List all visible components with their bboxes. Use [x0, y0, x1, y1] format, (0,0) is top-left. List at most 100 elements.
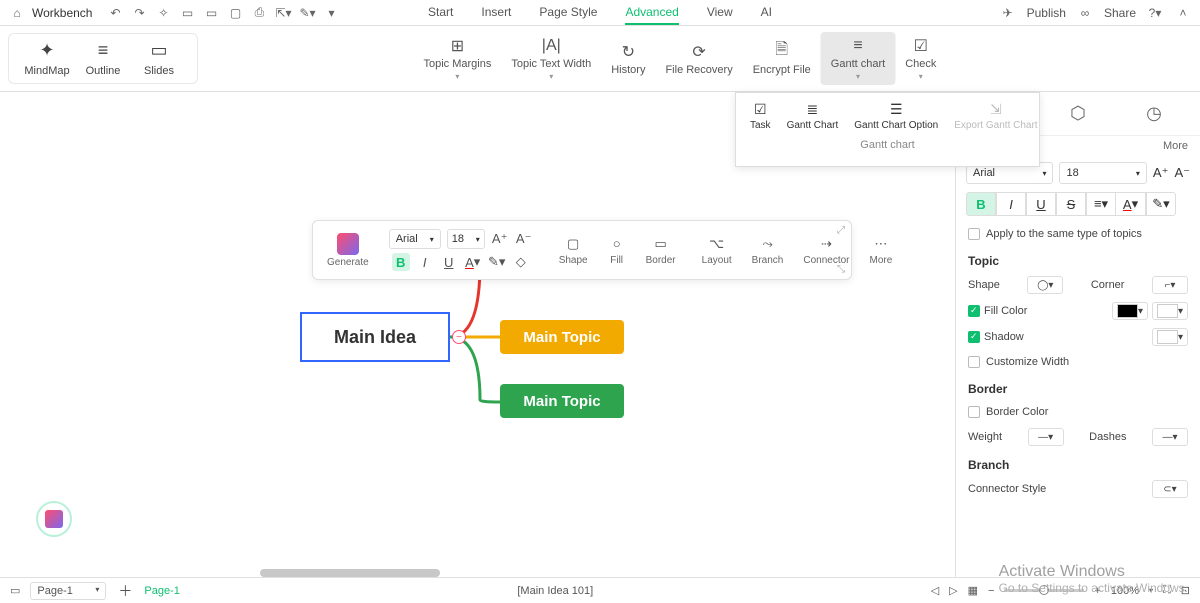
- rp-clock-icon[interactable]: ◷: [1146, 103, 1162, 124]
- print-icon[interactable]: ⎙: [250, 4, 268, 22]
- font-increase-icon[interactable]: A⁺: [491, 230, 509, 248]
- tab-ai[interactable]: AI: [761, 1, 772, 25]
- ft-branch[interactable]: ⤳Branch: [746, 235, 790, 266]
- rp-apply-checkbox[interactable]: [968, 228, 980, 240]
- gantt-task[interactable]: ☑Task: [744, 99, 777, 133]
- float-expand-icon[interactable]: ⤢: [837, 225, 845, 236]
- ft-layout[interactable]: ⌥Layout: [696, 235, 738, 266]
- tab-insert[interactable]: Insert: [481, 1, 511, 25]
- topic-node-2[interactable]: Main Topic: [500, 320, 624, 354]
- folder-icon[interactable]: ▭: [202, 4, 220, 22]
- sb-zoom-value[interactable]: 100%: [1111, 585, 1139, 597]
- rp-italic[interactable]: I: [996, 192, 1026, 216]
- tool-check[interactable]: ☑Check▾: [895, 32, 946, 85]
- float-collapse-icon[interactable]: ⤡: [837, 264, 845, 275]
- ft-border[interactable]: ▭Border: [640, 235, 682, 266]
- sb-add-page[interactable]: ＋: [116, 582, 134, 600]
- rp-customwidth-check[interactable]: [968, 356, 980, 368]
- share-label[interactable]: Share: [1104, 6, 1136, 20]
- rp-font-increase[interactable]: A⁺: [1153, 165, 1169, 181]
- rp-fillcolor-1[interactable]: ▾: [1112, 302, 1148, 320]
- collapse-handle[interactable]: −: [452, 330, 466, 344]
- sb-zoom-out[interactable]: −: [988, 585, 994, 597]
- redo-icon[interactable]: ↷: [130, 4, 148, 22]
- rp-connector-select[interactable]: ⊂▾: [1152, 480, 1188, 498]
- sb-nav-prev[interactable]: ◁: [931, 584, 939, 597]
- sb-fullscreen-icon[interactable]: ⛶: [1163, 584, 1171, 597]
- rp-underline[interactable]: U: [1026, 192, 1056, 216]
- font-decrease-icon[interactable]: A⁻: [515, 230, 533, 248]
- tab-view[interactable]: View: [707, 1, 733, 25]
- rp-align[interactable]: ≡▾: [1086, 192, 1116, 216]
- rp-weight-select[interactable]: —▾: [1028, 428, 1064, 446]
- tab-advanced[interactable]: Advanced: [625, 1, 678, 25]
- save-icon[interactable]: ▢: [226, 4, 244, 22]
- rp-fillcolor-check[interactable]: [968, 305, 980, 317]
- ai-bubble[interactable]: [36, 501, 72, 537]
- italic-button[interactable]: I: [416, 253, 434, 271]
- collapse-ribbon-icon[interactable]: ˄: [1174, 4, 1192, 22]
- undo-icon[interactable]: ↶: [106, 4, 124, 22]
- rp-size-select[interactable]: 18▾: [1059, 162, 1146, 184]
- gantt-chart-option[interactable]: ☰Gantt Chart Option: [848, 99, 944, 133]
- bold-button[interactable]: B: [392, 253, 410, 271]
- ft-size-select[interactable]: 18▾: [447, 229, 485, 249]
- sb-zoom-in[interactable]: +: [1094, 585, 1100, 597]
- rp-strike[interactable]: S: [1056, 192, 1086, 216]
- rp-bordercolor-check[interactable]: [968, 406, 980, 418]
- tool-gantt-chart[interactable]: ≡Gantt chart▾: [821, 32, 895, 85]
- view-outline[interactable]: ≡Outline: [75, 40, 131, 77]
- tool-topic-text-width[interactable]: |A|Topic Text Width▾: [501, 32, 601, 85]
- tab-page-style[interactable]: Page Style: [539, 1, 597, 25]
- ft-connector[interactable]: ⇢Connector: [797, 235, 855, 266]
- tool-encrypt-file[interactable]: 🗎Encrypt File: [743, 32, 821, 85]
- open-icon[interactable]: ▭: [178, 4, 196, 22]
- help-icon[interactable]: ?▾: [1146, 4, 1164, 22]
- sb-page-name[interactable]: Page-1: [144, 585, 179, 597]
- export-icon[interactable]: ⇱▾: [274, 4, 292, 22]
- sb-nav-next[interactable]: ▷: [949, 584, 957, 597]
- ft-more[interactable]: ⋯More: [864, 235, 899, 266]
- publish-label[interactable]: Publish: [1027, 6, 1066, 20]
- rp-dashes-select[interactable]: —▾: [1152, 428, 1188, 446]
- home-icon[interactable]: ⌂: [8, 4, 26, 22]
- share-icon[interactable]: ∞: [1076, 4, 1094, 22]
- topic-node-3[interactable]: Main Topic: [500, 384, 624, 418]
- underline-button[interactable]: U: [440, 253, 458, 271]
- main-idea-node[interactable]: Main Idea: [300, 312, 450, 362]
- tool-topic-margins[interactable]: ⊞Topic Margins▾: [413, 32, 501, 85]
- rp-shape-select[interactable]: ◯▾: [1027, 276, 1063, 294]
- sb-page-select[interactable]: Page-1▾: [30, 582, 106, 600]
- tool-history[interactable]: ↻History: [601, 32, 655, 85]
- rp-font-color[interactable]: A▾: [1116, 192, 1146, 216]
- ft-font-select[interactable]: Arial▾: [389, 229, 441, 249]
- publish-icon[interactable]: ✈: [999, 4, 1017, 22]
- highlight-button[interactable]: ✎▾: [488, 253, 506, 271]
- horizontal-scrollbar[interactable]: [260, 569, 440, 577]
- ft-fill[interactable]: ○Fill: [602, 235, 632, 266]
- tool-file-recovery[interactable]: ⟳File Recovery: [655, 32, 742, 85]
- edit-icon[interactable]: ✎▾: [298, 4, 316, 22]
- view-slides[interactable]: ▭Slides: [131, 40, 187, 77]
- rp-highlight[interactable]: ✎▾: [1146, 192, 1176, 216]
- rp-font-decrease[interactable]: A⁻: [1174, 165, 1190, 181]
- ft-generate[interactable]: Generate: [321, 233, 375, 268]
- ft-shape[interactable]: ▢Shape: [553, 235, 594, 266]
- rp-theme-icon[interactable]: ⬡: [1070, 103, 1086, 124]
- rp-shadow-check[interactable]: [968, 331, 980, 343]
- rp-shadow-select[interactable]: ▾: [1152, 328, 1188, 346]
- rp-bold[interactable]: B: [966, 192, 996, 216]
- sb-zoom-slider[interactable]: [1004, 589, 1084, 592]
- sb-pages-icon[interactable]: ▭: [10, 584, 20, 597]
- more-icon[interactable]: ▾: [322, 4, 340, 22]
- view-mindmap[interactable]: ✦MindMap: [19, 40, 75, 77]
- rp-corner-select[interactable]: ⌐▾: [1152, 276, 1188, 294]
- gantt-chart[interactable]: ≣Gantt Chart: [781, 99, 845, 133]
- new-icon[interactable]: ✧: [154, 4, 172, 22]
- tab-start[interactable]: Start: [428, 1, 453, 25]
- sb-layout-icon[interactable]: ▦: [968, 584, 978, 597]
- font-color-button[interactable]: A▾: [464, 253, 482, 271]
- sb-fit-icon[interactable]: ⊡: [1181, 584, 1190, 597]
- workbench-label[interactable]: Workbench: [32, 6, 92, 20]
- rp-fillcolor-2[interactable]: ▾: [1152, 302, 1188, 320]
